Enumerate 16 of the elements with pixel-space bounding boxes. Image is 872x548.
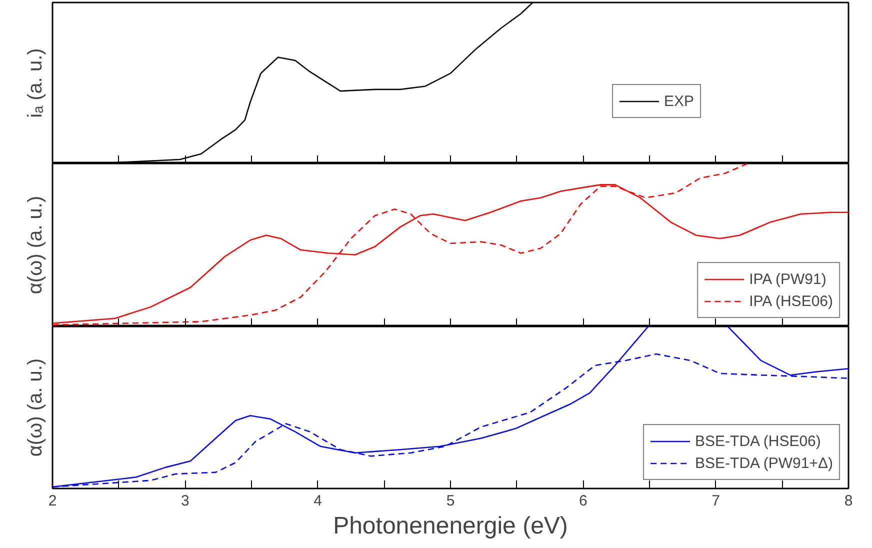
x-tick-label: 8 (844, 492, 853, 510)
y-axis-title: α(ω) (a. u.) (24, 358, 46, 457)
legend-label: BSE-TDA (HSE06) (695, 432, 821, 450)
y-axis-title: α(ω) (a. u.) (24, 196, 46, 294)
x-tick-label: 6 (578, 492, 588, 510)
legend-label: IPA (HSE06) (749, 292, 833, 310)
x-tick-label: 5 (446, 492, 455, 510)
x-axis-title: Photonenenergie (eV) (333, 512, 568, 540)
legend-label: BSE-TDA (PW91+Δ) (695, 454, 833, 472)
y-axis-title: iₐ (a. u.) (24, 48, 46, 118)
x-tick-label: 3 (180, 492, 190, 510)
legend-label: IPA (PW91) (749, 270, 826, 288)
x-tick-label: 7 (712, 492, 720, 510)
x-tick-label: 2 (48, 492, 57, 510)
x-tick-label: 4 (314, 492, 322, 510)
legend-label: EXP (664, 92, 694, 110)
